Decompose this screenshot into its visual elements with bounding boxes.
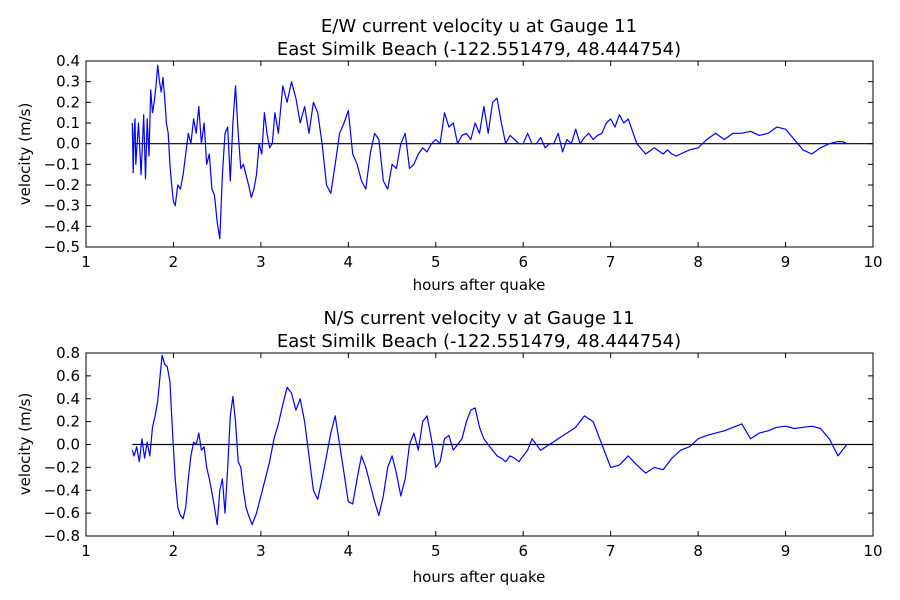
plot-frame	[85, 352, 874, 537]
y-tick-label: −0.4	[44, 217, 80, 235]
y-axis-label: velocity (m/s)	[16, 393, 34, 496]
x-tick-label: 8	[693, 253, 703, 271]
x-tick-label: 10	[863, 542, 882, 560]
x-tick-label: 4	[344, 253, 354, 271]
y-tick-label: 0.1	[56, 114, 80, 132]
x-tick-label: 10	[863, 253, 882, 271]
y-tick-label: −0.6	[44, 504, 80, 522]
chart-title-line-2: East Similk Beach (-122.551479, 48.44475…	[277, 39, 681, 60]
x-tick-label: 2	[169, 542, 179, 560]
ew-velocity-series	[131, 64, 848, 240]
y-tick-label: 0.8	[56, 344, 80, 362]
tick-group: 1 2 3 4 5 6 7 8 9 10 −0.8 −0.6 −0.4 −0.2 0.0 0.2 0.4 0.6 0…	[44, 344, 883, 560]
y-tick-label: −0.8	[44, 527, 80, 545]
x-tick-label: 1	[81, 253, 91, 271]
y-tick-label: −0.1	[44, 155, 80, 173]
ew-velocity-panel: E/W current velocity u at Gauge 11 East …	[16, 16, 883, 294]
plot-frame	[85, 60, 874, 248]
y-axis-label: velocity (m/s)	[16, 103, 34, 206]
x-tick-label: 4	[344, 542, 354, 560]
y-tick-label: 0.3	[56, 73, 80, 91]
chart-title-line-1: E/W current velocity u at Gauge 11	[321, 16, 637, 37]
x-tick-label: 5	[431, 253, 441, 271]
x-tick-label: 8	[693, 542, 703, 560]
x-tick-label: 5	[431, 542, 441, 560]
x-tick-label: 9	[781, 253, 791, 271]
x-tick-label: 7	[606, 253, 616, 271]
x-axis-label: hours after quake	[413, 276, 546, 294]
x-tick-label: 6	[518, 253, 528, 271]
y-tick-label: 0.6	[56, 367, 80, 385]
x-axis-label: hours after quake	[413, 568, 546, 586]
y-tick-label: −0.2	[44, 176, 80, 194]
y-tick-label: −0.2	[44, 458, 80, 476]
y-tick-label: −0.3	[44, 197, 80, 215]
x-tick-label: 1	[81, 542, 91, 560]
y-tick-label: 0.4	[56, 390, 80, 408]
x-tick-label: 7	[606, 542, 616, 560]
y-tick-label: −0.4	[44, 481, 80, 499]
x-tick-label: 9	[781, 542, 791, 560]
x-tick-label: 3	[256, 253, 266, 271]
y-tick-label: 0.2	[56, 413, 80, 431]
ns-velocity-series	[131, 354, 848, 526]
ns-velocity-panel: N/S current velocity v at Gauge 11 East …	[16, 308, 883, 586]
y-tick-label: 0.0	[56, 436, 80, 454]
y-tick-label: −0.5	[44, 238, 80, 256]
chart-title-line-2: East Similk Beach (-122.551479, 48.44475…	[277, 331, 681, 352]
y-tick-label: 0.2	[56, 93, 80, 111]
x-tick-label: 6	[518, 542, 528, 560]
x-tick-label: 3	[256, 542, 266, 560]
x-tick-label: 2	[169, 253, 179, 271]
y-tick-label: 0.0	[56, 135, 80, 153]
y-tick-label: 0.4	[56, 52, 80, 70]
chart-title-line-1: N/S current velocity v at Gauge 11	[323, 308, 634, 329]
